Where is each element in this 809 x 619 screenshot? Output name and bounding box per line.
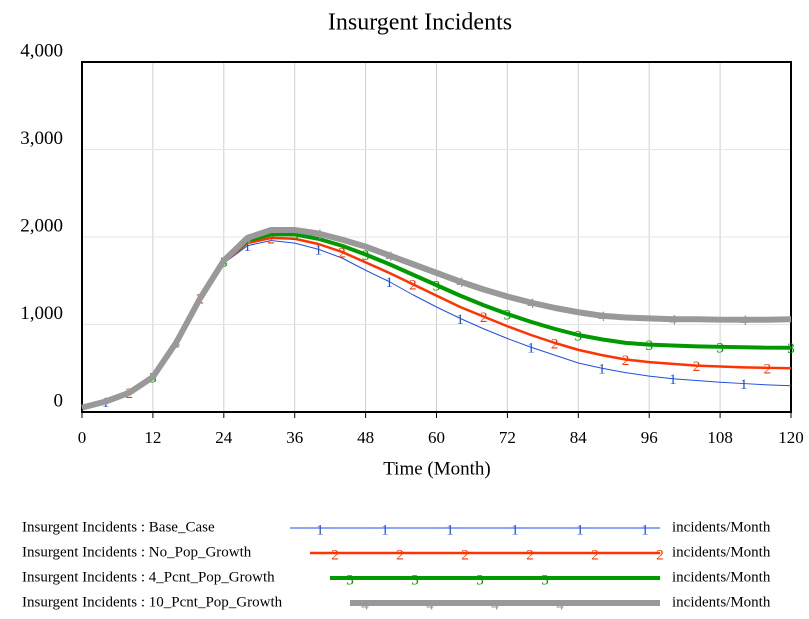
legend-marker: 4 <box>491 597 499 613</box>
series-marker: 2 <box>764 361 772 377</box>
series-marker: 3 <box>787 341 795 357</box>
y-tick-label: 1,000 <box>20 303 63 324</box>
legend-marker: 1 <box>641 522 649 538</box>
legend-label: Insurgent Incidents : Base_Case <box>22 519 215 535</box>
legend-label: Insurgent Incidents : No_Pop_Growth <box>22 544 252 560</box>
x-tick-label: 96 <box>641 428 658 447</box>
series-marker: 1 <box>244 239 252 255</box>
legend-marker: 1 <box>576 522 584 538</box>
series-marker: 2 <box>693 359 701 375</box>
x-axis-label: Time (Month) <box>383 458 491 479</box>
series-marker: 2 <box>409 278 417 294</box>
series-marker: 4 <box>669 313 677 329</box>
series-marker: 3 <box>575 328 583 344</box>
series-marker: 4 <box>173 335 181 351</box>
legend-marker: 2 <box>396 547 404 563</box>
series-marker: 3 <box>433 279 441 295</box>
x-tick-label: 0 <box>78 428 87 447</box>
series-marker: 2 <box>622 353 630 369</box>
x-tick-label: 24 <box>215 428 233 447</box>
series-marker: 3 <box>362 248 370 264</box>
series-marker: 3 <box>716 340 724 356</box>
legend-marker: 2 <box>461 547 469 563</box>
series-marker: 3 <box>291 228 299 244</box>
y-tick-label: 0 <box>54 390 64 411</box>
series-marker: 4 <box>456 275 464 291</box>
legend-label: Insurgent Incidents : 4_Pcnt_Pop_Growth <box>22 569 275 585</box>
x-tick-label: 108 <box>707 428 733 447</box>
series-marker: 1 <box>385 275 393 291</box>
plot-frame <box>81 61 792 413</box>
series-marker: 4 <box>598 309 606 325</box>
legend-marker: 1 <box>316 522 324 538</box>
legend-units: incidents/Month <box>672 594 771 610</box>
series-marker: 2 <box>480 310 488 326</box>
y-tick-label: 2,000 <box>20 215 63 236</box>
series-marker: 1 <box>740 377 748 393</box>
series-marker: 1 <box>669 372 677 388</box>
legend-units: incidents/Month <box>672 544 771 560</box>
series-marker: 4 <box>244 231 252 247</box>
series-marker: 2 <box>551 336 559 352</box>
legend-label: Insurgent Incidents : 10_Pcnt_Pop_Growth <box>22 594 283 610</box>
x-tick-label: 36 <box>286 428 303 447</box>
y-tick-label: 4,000 <box>20 40 63 61</box>
legend-marker: 1 <box>446 522 454 538</box>
legend-marker: 3 <box>346 572 354 588</box>
legend-marker: 1 <box>381 522 389 538</box>
x-tick-label: 120 <box>778 428 804 447</box>
series-marker: 3 <box>504 307 512 323</box>
series-marker: 3 <box>645 338 653 354</box>
series-marker: 4 <box>740 313 748 329</box>
legend-marker: 4 <box>426 597 434 613</box>
series-marker: 1 <box>315 243 323 259</box>
legend-marker: 3 <box>476 572 484 588</box>
legend-marker: 2 <box>331 547 339 563</box>
series-marker: 4 <box>527 296 535 312</box>
legend-marker: 2 <box>526 547 534 563</box>
legend-marker: 2 <box>656 547 664 563</box>
series-marker: 1 <box>598 362 606 378</box>
legend-marker: 3 <box>411 572 419 588</box>
legend-units: incidents/Month <box>672 569 771 585</box>
legend-marker: 1 <box>511 522 519 538</box>
y-tick-label: 3,000 <box>20 128 63 149</box>
legend-marker: 2 <box>591 547 599 563</box>
legend-marker: 4 <box>556 597 564 613</box>
x-tick-label: 12 <box>144 428 161 447</box>
x-tick-label: 72 <box>499 428 516 447</box>
series-marker: 4 <box>385 249 393 265</box>
series-line <box>81 227 792 411</box>
series-marker: 1 <box>456 312 464 328</box>
legend-units: incidents/Month <box>672 519 771 535</box>
series-marker: 4 <box>315 227 323 243</box>
x-tick-label: 48 <box>357 428 374 447</box>
x-tick-label: 84 <box>570 428 588 447</box>
x-tick-label: 60 <box>428 428 445 447</box>
series-marker: 2 <box>338 245 346 261</box>
series-marker: 2 <box>267 231 275 247</box>
legend-marker: 4 <box>361 597 369 613</box>
legend-marker: 3 <box>541 572 549 588</box>
chart-title: Insurgent Incidents <box>328 10 512 36</box>
series-marker: 1 <box>527 341 535 357</box>
